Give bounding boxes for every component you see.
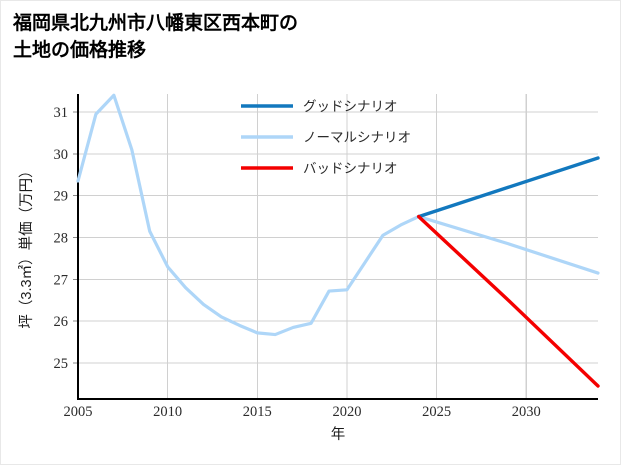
series-line-normal <box>76 93 600 337</box>
y-tick-label: 27 <box>54 272 69 288</box>
y-tick-label: 26 <box>54 314 69 330</box>
x-tick-label: 2010 <box>153 404 182 420</box>
y-tick-label: 30 <box>54 147 69 163</box>
y-tick-labels: 25 26 27 28 29 30 31 <box>54 105 69 372</box>
x-tick-label: 2030 <box>512 404 541 420</box>
x-tick-label: 2020 <box>332 404 361 420</box>
y-tick-label: 28 <box>54 231 69 247</box>
y-tick-label: 29 <box>54 189 69 205</box>
legend-label: ノーマルシナリオ <box>303 130 411 145</box>
legend-label: グッドシナリオ <box>303 99 398 114</box>
x-tick-label: 2015 <box>243 404 272 420</box>
legend-label: バッドシナリオ <box>303 161 398 176</box>
series-line-good <box>416 156 600 219</box>
series-line-bad <box>416 214 600 388</box>
page-title: 福岡県北九州市八幡東区西本町の 土地の価格推移 <box>13 13 299 61</box>
x-axis-title: 年 <box>331 426 346 443</box>
series-group <box>76 93 600 388</box>
y-axis-title: 坪（3.3㎡）単価（万円） <box>18 163 35 328</box>
x-tick-label: 2005 <box>64 404 93 420</box>
x-tick-labels: 2005 2010 2015 2020 2025 2030 <box>64 404 541 420</box>
x-tick-label: 2025 <box>422 404 451 420</box>
axis-lines-group <box>76 94 598 401</box>
y-tick-label: 25 <box>54 356 69 372</box>
y-tick-label: 31 <box>54 105 69 121</box>
